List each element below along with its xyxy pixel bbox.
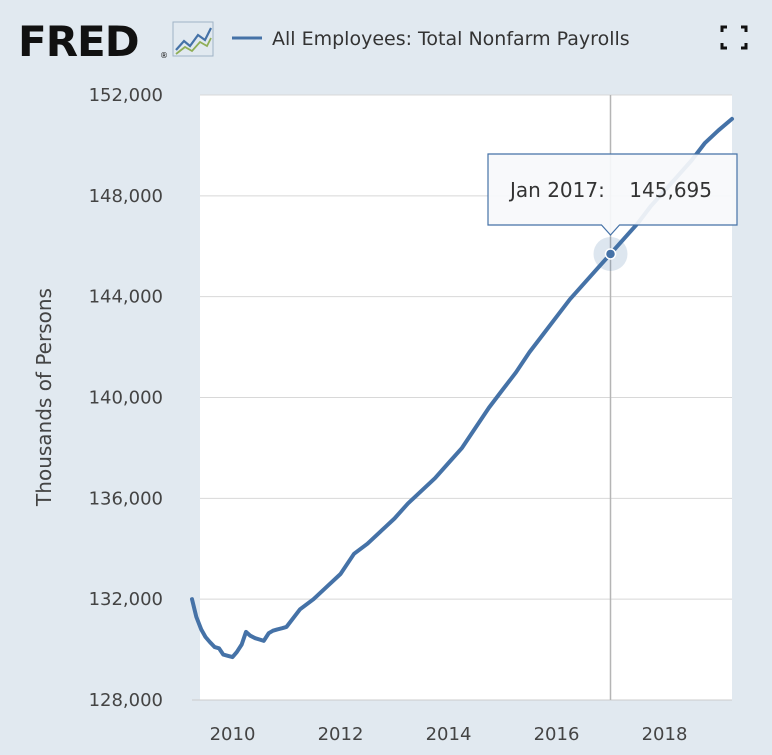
- expand-icon[interactable]: [720, 25, 748, 50]
- x-tick-label: 2018: [642, 724, 688, 745]
- y-axis: 128,000 132,000 136,000 140,000 144,000 148,0…: [89, 85, 163, 711]
- y-tick-label: 144,000: [89, 287, 163, 308]
- header: FRED ® All Employees: Total Nonfarm Payr…: [18, 17, 748, 66]
- x-tick-label: 2010: [210, 724, 256, 745]
- y-tick-label: 128,000: [89, 690, 163, 711]
- x-tick-label: 2016: [534, 724, 580, 745]
- y-tick-label: 136,000: [89, 488, 163, 509]
- hover-marker: [593, 236, 628, 271]
- y-axis-label: Thousands of Persons: [32, 288, 56, 507]
- y-tick-label: 140,000: [89, 388, 163, 409]
- hover-marker-point[interactable]: [604, 248, 617, 260]
- x-axis: 2010 2012 2014 2016 2018: [192, 699, 732, 745]
- tooltip: Jan 2017: 145,695: [487, 153, 738, 236]
- tooltip-box: [487, 153, 738, 236]
- tooltip-date: Jan 2017:: [508, 178, 605, 202]
- y-tick-label: 152,000: [89, 85, 163, 106]
- y-tick-label: 132,000: [89, 589, 163, 610]
- legend-series-label[interactable]: All Employees: Total Nonfarm Payrolls: [272, 28, 630, 50]
- line-graph-icon: [172, 21, 214, 57]
- brand-logo[interactable]: FRED: [18, 17, 140, 66]
- brand-registered-mark: ®: [160, 51, 168, 60]
- tooltip-value: 145,695: [629, 178, 712, 202]
- x-tick-label: 2014: [426, 724, 472, 745]
- x-tick-label: 2012: [318, 724, 364, 745]
- y-tick-label: 148,000: [89, 186, 163, 207]
